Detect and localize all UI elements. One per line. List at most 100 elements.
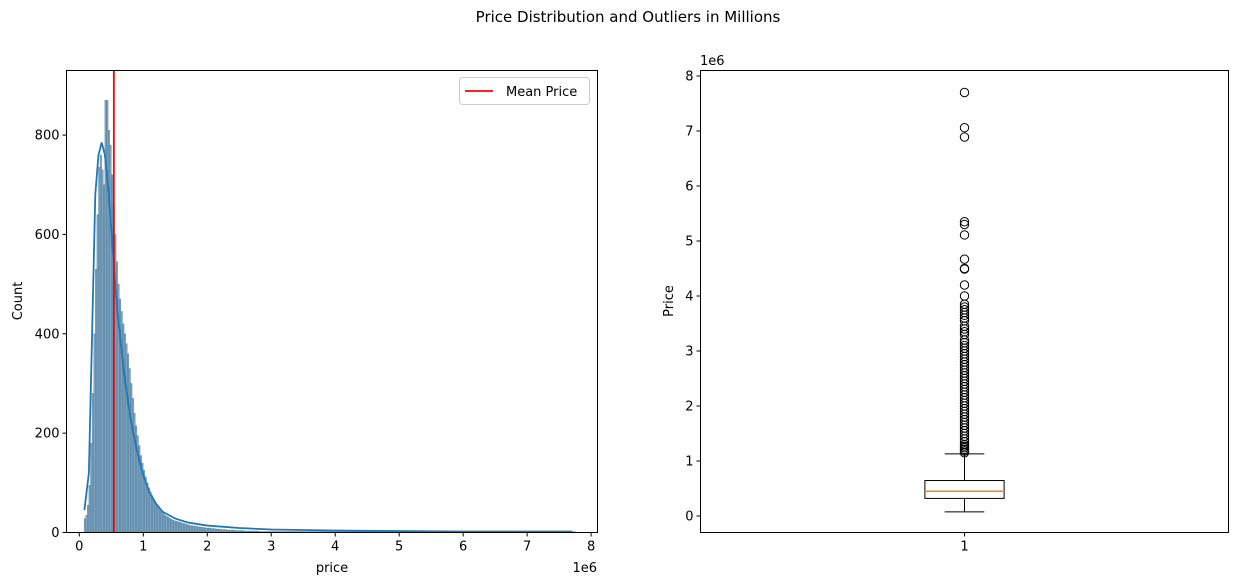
boxplot-outlier-point [959, 448, 970, 458]
histogram-bar [183, 523, 186, 533]
histogram-bar [194, 525, 197, 533]
histogram-x-tick-label: 3 [267, 540, 275, 555]
histogram-bar [88, 485, 91, 533]
histogram-bar [202, 527, 205, 533]
boxplot-outliers [959, 87, 970, 458]
boxplot-outlier-point [959, 291, 970, 301]
histogram-y-tick-label: 0 [51, 526, 59, 541]
boxplot-ylabel: Price [662, 285, 677, 317]
histogram-bar [162, 513, 165, 533]
boxplot-y-offset: 1e6 [700, 54, 725, 69]
histogram-bar [99, 154, 102, 533]
histogram-y-tick-label: 400 [35, 327, 60, 342]
boxplot-y-tick-label: 5 [685, 235, 693, 250]
boxplot-box [924, 453, 1005, 513]
histogram-bar [167, 516, 170, 533]
histogram-bar [101, 169, 104, 533]
histogram-bar [215, 528, 217, 533]
histogram-x-offset: 1e6 [572, 561, 597, 576]
histogram-x-tick-label: 2 [203, 540, 211, 555]
histogram-bar [189, 525, 192, 533]
histogram-bar [210, 528, 213, 533]
boxplot-outlier-point [959, 123, 970, 133]
histogram-bar [171, 519, 174, 533]
boxplot-outlier-point [959, 264, 970, 274]
histogram-legend: Mean Price [459, 77, 590, 105]
histogram-bar [195, 526, 198, 533]
histogram-bar [91, 393, 94, 533]
histogram-x-tick-label: 6 [459, 540, 467, 555]
boxplot-y-tick-label: 0 [685, 510, 693, 525]
histogram-bar [203, 527, 206, 533]
histogram-bar [165, 515, 168, 533]
boxplot-y-tick-label: 3 [685, 345, 693, 360]
histogram-bar [216, 528, 219, 533]
kde-line [83, 142, 572, 533]
histogram-bar [173, 520, 176, 533]
boxplot-outlier-point [959, 437, 970, 447]
boxplot-outlier-point [959, 280, 970, 290]
histogram-x-tick-label: 8 [587, 540, 595, 555]
boxplot-y-tick-label: 6 [685, 180, 693, 195]
figure-suptitle: Price Distribution and Outliers in Milli… [476, 8, 781, 26]
boxplot-y-tick-label: 2 [685, 400, 693, 415]
histogram-bar [151, 495, 154, 533]
legend-frame [459, 77, 590, 105]
histogram-bar [149, 491, 152, 533]
histogram-x-tick-label: 5 [395, 540, 403, 555]
histogram-x-ticks: 0 1 2 3 4 5 6 7 8 [75, 532, 595, 555]
histogram-bar [83, 518, 86, 533]
boxplot-y-tick-label: 4 [685, 290, 693, 305]
histogram-bar [186, 524, 189, 533]
boxplot-x-tick-label: 1 [960, 540, 968, 555]
boxplot-outlier-point [959, 87, 970, 98]
boxplot-chart: 1 0 1 2 3 4 5 6 7 8 Price 1e6 [662, 54, 1229, 555]
histogram-bar [163, 514, 166, 533]
histogram-bar [160, 511, 163, 533]
boxplot-outlier-point [959, 219, 970, 230]
histogram-bar [168, 517, 171, 533]
boxplot-outlier-point [959, 324, 970, 334]
histogram-bar [154, 502, 157, 533]
histogram-bar [181, 522, 184, 533]
histogram-bar [131, 398, 134, 533]
histogram-bar [207, 527, 209, 533]
histogram-bar [159, 509, 162, 533]
histogram-bar [125, 343, 128, 533]
histogram-bar [85, 514, 88, 533]
boxplot-outlier-point [959, 217, 970, 227]
histogram-bar [157, 508, 160, 533]
histogram-bar [179, 522, 182, 533]
boxplot-y-tick-label: 1 [685, 455, 693, 470]
histogram-x-tick-label: 7 [523, 540, 531, 555]
boxplot-outlier-point [959, 132, 970, 142]
boxplot-x-ticks: 1 [960, 532, 969, 555]
histogram-y-ticks: 0 200 400 600 800 [35, 129, 67, 541]
boxplot-outlier-point [959, 230, 970, 240]
histogram-bar [90, 442, 93, 533]
histogram-bar [103, 184, 106, 533]
histogram-bar [98, 167, 101, 533]
histogram-x-tick-label: 1 [139, 540, 147, 555]
histogram-bar [152, 499, 155, 533]
boxplot-axes-frame [700, 70, 1229, 533]
histogram-bar [93, 333, 96, 533]
histogram-x-tick-label: 0 [75, 540, 83, 555]
histogram-bar [200, 526, 203, 533]
histogram-bar [176, 521, 179, 533]
histogram-bar [175, 520, 178, 533]
boxplot-iqr-box [924, 480, 1005, 499]
histogram-bar [147, 487, 150, 533]
histogram-bar [123, 333, 126, 533]
histogram-bar [130, 383, 133, 533]
histogram-bar [184, 523, 187, 533]
histogram-bar [170, 518, 173, 533]
boxplot-y-ticks: 0 1 2 3 4 5 6 7 8 [685, 70, 701, 525]
histogram-x-tick-label: 4 [331, 540, 339, 555]
histogram-bar [197, 526, 200, 533]
histogram-y-tick-label: 600 [35, 228, 60, 243]
histogram-ylabel: Count [11, 282, 26, 321]
histogram-bar [208, 527, 211, 533]
boxplot-y-tick-label: 7 [685, 125, 693, 140]
histogram-bar [205, 527, 208, 533]
